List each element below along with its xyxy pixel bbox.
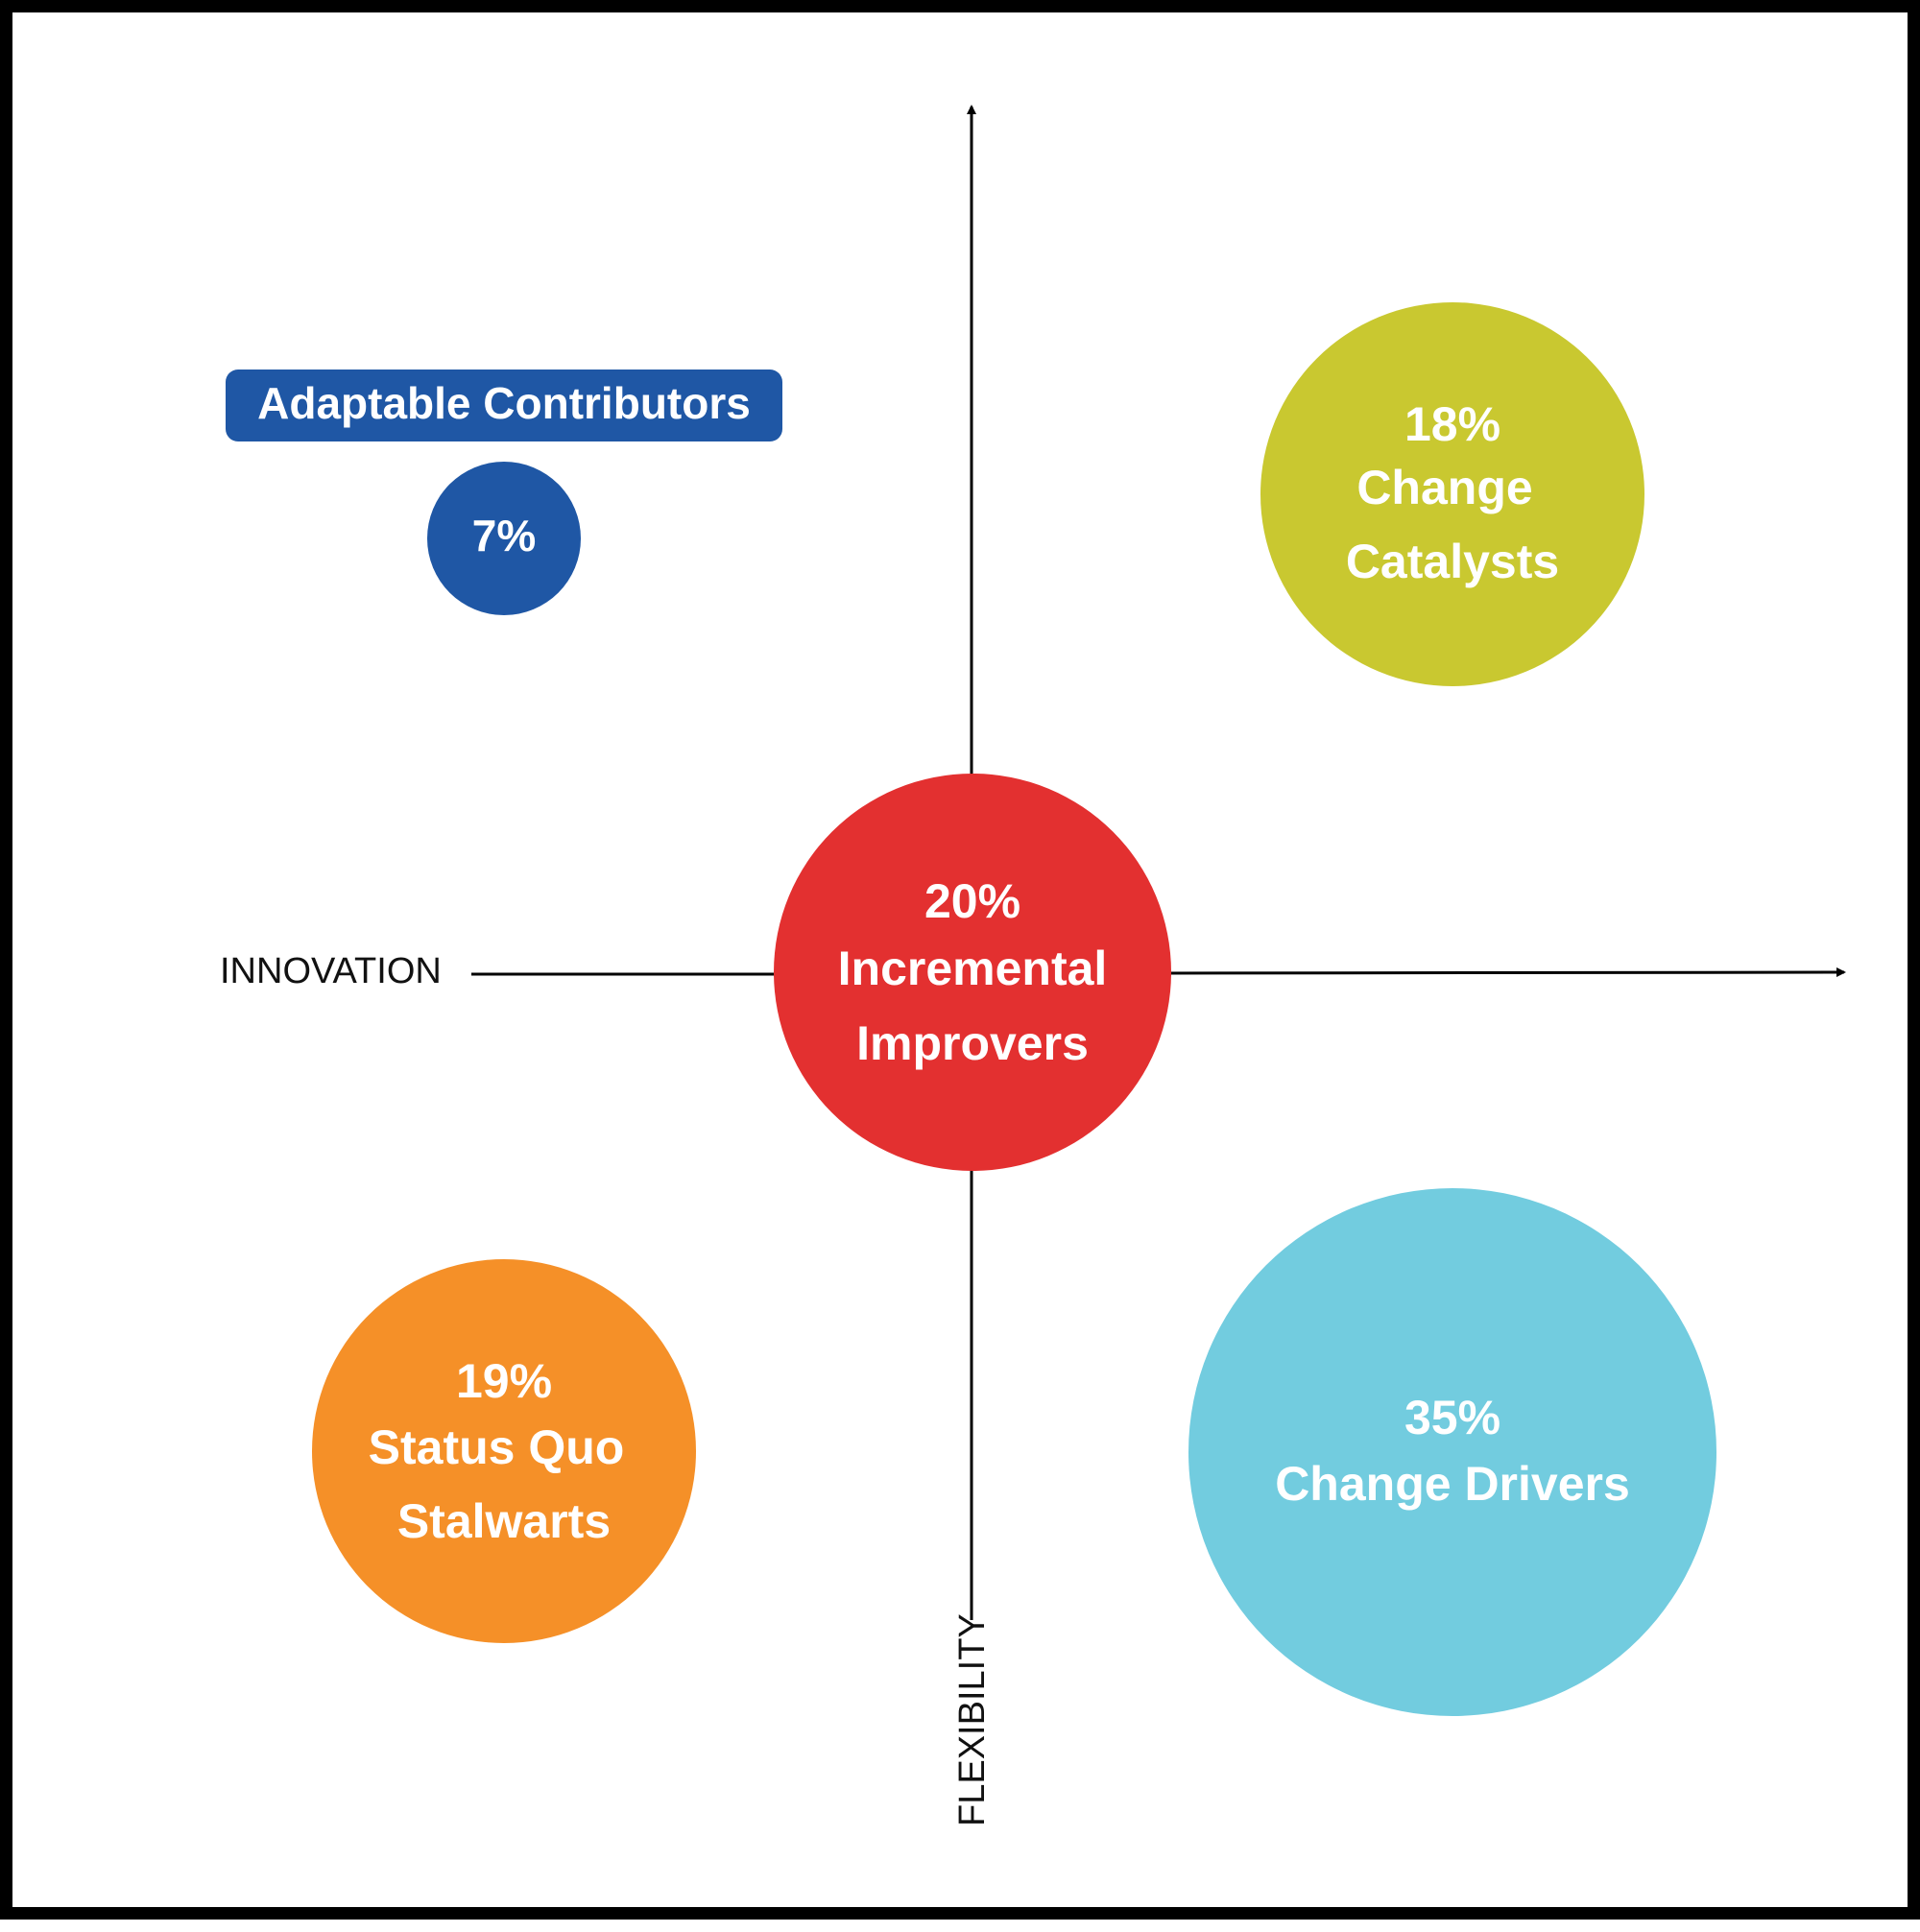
- status-quo-stalwarts-name-line1: Status Quo: [369, 1420, 625, 1474]
- incremental-improvers-name-line2: Improvers: [856, 1016, 1089, 1070]
- adaptable-contributors-percent: 7%: [472, 511, 536, 561]
- status-quo-stalwarts-bubble: [312, 1259, 696, 1643]
- change-drivers-name: Change Drivers: [1275, 1457, 1630, 1511]
- adaptable-contributors-label: Adaptable Contributors: [257, 378, 751, 428]
- adaptable-contributors-label-box: [226, 370, 782, 441]
- change-catalysts-name-line2: Catalysts: [1346, 535, 1559, 588]
- incremental-improvers-percent: 20%: [924, 874, 1020, 928]
- status-quo-stalwarts-name-line2: Stalwarts: [397, 1494, 611, 1548]
- change-drivers-percent: 35%: [1404, 1391, 1500, 1444]
- diagram-canvas: INNOVATION FLEXIBILITY Adaptable Contrib…: [220, 105, 1846, 1826]
- change-drivers-bubble: [1188, 1188, 1716, 1716]
- incremental-improvers-name-line1: Incremental: [838, 942, 1108, 995]
- change-catalysts-bubble: [1260, 302, 1644, 686]
- change-catalysts-percent: 18%: [1404, 397, 1500, 451]
- innovation-axis-label: INNOVATION: [220, 951, 442, 991]
- status-quo-stalwarts-percent: 19%: [456, 1354, 552, 1408]
- horizontal-axis-right: [1164, 967, 1846, 978]
- change-catalysts-name-line1: Change: [1356, 461, 1532, 514]
- incremental-improvers-bubble: [774, 774, 1171, 1171]
- flexibility-axis-label: FLEXIBILITY: [952, 1613, 993, 1826]
- adaptable-contributors-bubble: [427, 462, 581, 615]
